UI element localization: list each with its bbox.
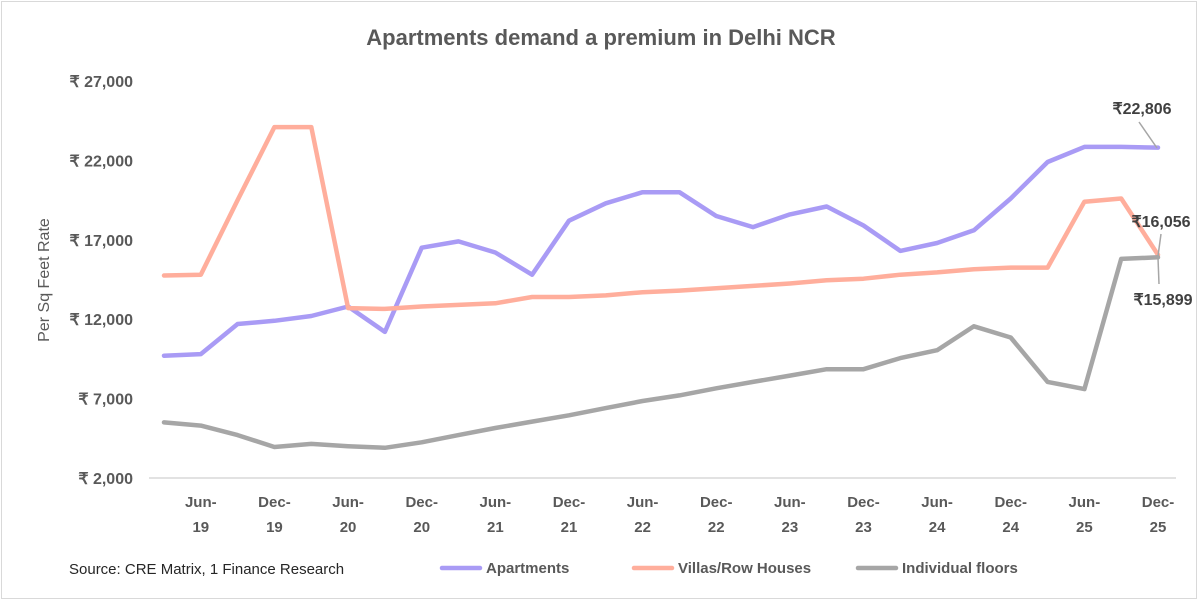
y-tick-label: ₹ 17,000	[69, 233, 133, 250]
x-tick-label: 19	[266, 519, 283, 536]
y-tick-label: ₹ 2,000	[78, 471, 133, 488]
annotation-leader-villas	[1157, 233, 1162, 257]
x-tick-label: 20	[413, 519, 430, 536]
y-tick-label: ₹ 27,000	[69, 74, 133, 91]
x-tick-label: 23	[855, 519, 872, 536]
annotation-apartments-last: ₹22,806	[1112, 101, 1171, 118]
x-tick-label: 24	[1002, 519, 1019, 536]
x-tick-label: Dec-	[405, 494, 438, 511]
x-tick-label: Dec-	[553, 494, 586, 511]
x-tick-label: 19	[192, 519, 209, 536]
annotation-leader-apartments	[1138, 121, 1158, 149]
series-line-villas-row-houses	[161, 124, 1161, 312]
series-line-individual-floors	[161, 255, 1161, 451]
x-tick-label: Dec-	[994, 494, 1027, 511]
legend-label-apartments: Apartments	[486, 560, 569, 577]
y-axis-label: Per Sq Feet Rate	[36, 218, 53, 342]
legend-label-villas-row-houses: Villas/Row Houses	[678, 560, 811, 577]
legend-label-individual-floors: Individual floors	[902, 560, 1018, 577]
y-tick-label: ₹ 12,000	[69, 312, 133, 329]
x-tick-label: Jun-	[332, 494, 364, 511]
x-tick-label: 23	[782, 519, 799, 536]
y-tick-label: ₹ 22,000	[69, 153, 133, 170]
annotation-floors-last: ₹15,899	[1133, 292, 1192, 309]
x-tick-label: Dec-	[1142, 494, 1175, 511]
x-tick-label: Jun-	[1069, 494, 1101, 511]
series-line-apartments	[161, 144, 1161, 358]
x-tick-label: 22	[634, 519, 651, 536]
source-note: Source: CRE Matrix, 1 Finance Research	[69, 561, 344, 578]
x-tick-label: Jun-	[774, 494, 806, 511]
x-tick-label: Jun-	[185, 494, 217, 511]
x-tick-label: 24	[929, 519, 946, 536]
x-tick-label: 25	[1150, 519, 1167, 536]
y-tick-label: ₹ 7,000	[78, 392, 133, 409]
x-tick-label: 25	[1076, 519, 1093, 536]
x-tick-label: 21	[561, 519, 578, 536]
x-tick-label: 20	[340, 519, 357, 536]
x-tick-label: Jun-	[479, 494, 511, 511]
x-tick-label: Dec-	[700, 494, 733, 511]
x-tick-label: Jun-	[921, 494, 953, 511]
x-tick-label: Dec-	[847, 494, 880, 511]
legend: Apartments Villas/Row Houses Individual fl…	[439, 560, 1018, 577]
annotation-leader-floors	[1157, 257, 1160, 285]
x-tick-label: Dec-	[258, 494, 291, 511]
x-tick-label: Jun-	[627, 494, 659, 511]
annotation-villas-last: ₹16,056	[1131, 214, 1190, 231]
x-tick-label: 22	[708, 519, 725, 536]
x-tick-label: 21	[487, 519, 504, 536]
chart-title: Apartments demand a premium in Delhi NCR	[366, 25, 836, 50]
